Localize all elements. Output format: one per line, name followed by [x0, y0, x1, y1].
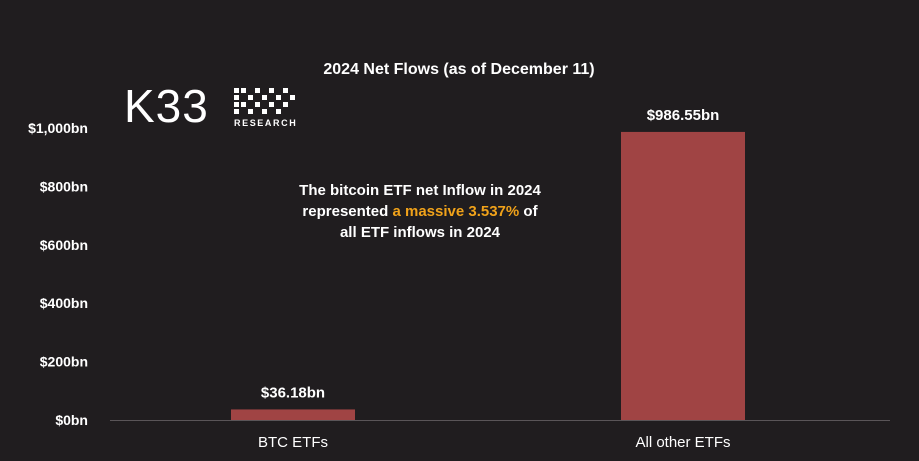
- y-tick-label: $0bn: [55, 412, 88, 428]
- annotation-line-3: all ETF inflows in 2024: [339, 224, 501, 241]
- annotation-text: The bitcoin ETF net Inflow in 2024 repre…: [250, 180, 590, 243]
- logo-dot-matrix-icon: [234, 88, 295, 114]
- annotation-line-2: represented a massive 3.537% of: [250, 201, 590, 222]
- annotation-line-1: The bitcoin ETF net Inflow in 2024: [299, 182, 541, 199]
- logo-subtitle: RESEARCH: [234, 118, 298, 128]
- x-tick-label: BTC ETFs: [258, 434, 328, 451]
- y-tick-label: $400bn: [40, 295, 88, 311]
- y-tick-label: $800bn: [40, 178, 88, 194]
- y-tick-label: $200bn: [40, 354, 88, 370]
- y-tick-label: $600bn: [40, 237, 88, 253]
- annotation-line-2-post: of: [519, 203, 538, 220]
- bar: [231, 409, 355, 420]
- data-label: $986.55bn: [647, 107, 720, 124]
- bar: [621, 131, 745, 420]
- y-tick-label: $1,000bn: [28, 120, 88, 136]
- x-tick-label: All other ETFs: [635, 434, 730, 451]
- logo-wordmark: K33: [124, 80, 209, 132]
- chart-title: 2024 Net Flows (as of December 11): [323, 61, 594, 78]
- data-label: $36.18bn: [261, 384, 325, 401]
- annotation-highlight: a massive 3.537%: [392, 203, 520, 220]
- annotation-line-2-pre: represented: [302, 203, 393, 220]
